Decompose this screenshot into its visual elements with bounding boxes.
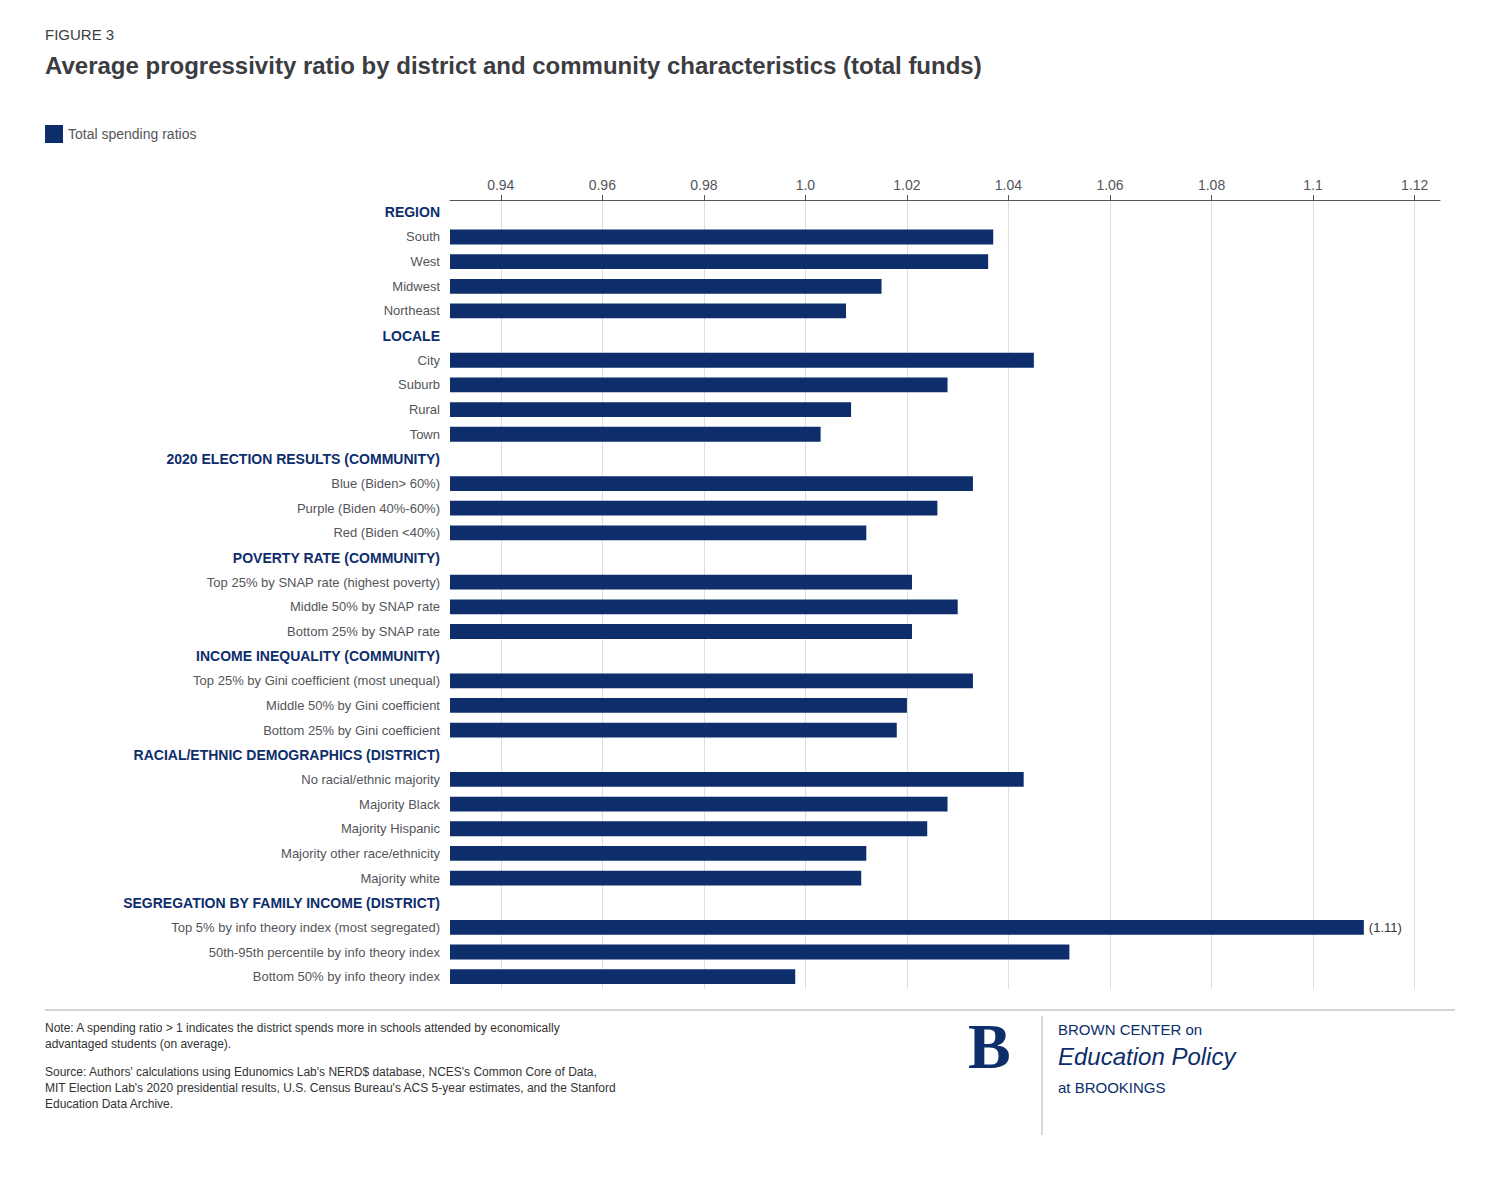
svg-text:1.1: 1.1	[1303, 177, 1323, 193]
svg-text:B: B	[968, 1011, 1011, 1082]
svg-text:0.94: 0.94	[487, 177, 514, 193]
svg-text:South: South	[406, 229, 440, 244]
svg-text:Education Data Archive.: Education Data Archive.	[45, 1097, 173, 1111]
svg-text:1.12: 1.12	[1401, 177, 1428, 193]
svg-text:West: West	[411, 254, 441, 269]
svg-text:1.08: 1.08	[1198, 177, 1225, 193]
svg-text:Rural: Rural	[409, 402, 440, 417]
svg-text:1.0: 1.0	[796, 177, 816, 193]
svg-text:No racial/ethnic majority: No racial/ethnic majority	[301, 772, 440, 787]
svg-text:Northeast: Northeast	[384, 303, 441, 318]
svg-text:Education Policy: Education Policy	[1058, 1043, 1237, 1070]
svg-text:Suburb: Suburb	[398, 377, 440, 392]
svg-text:2020 ELECTION RESULTS (COMMUNI: 2020 ELECTION RESULTS (COMMUNITY)	[166, 451, 440, 467]
svg-text:Purple (Biden 40%-60%): Purple (Biden 40%-60%)	[297, 501, 440, 516]
svg-text:at BROOKINGS: at BROOKINGS	[1058, 1079, 1166, 1096]
svg-text:Bottom 25% by SNAP rate: Bottom 25% by SNAP rate	[287, 624, 440, 639]
svg-text:Total spending ratios: Total spending ratios	[68, 126, 196, 142]
svg-text:SEGREGATION BY FAMILY INCOME (: SEGREGATION BY FAMILY INCOME (DISTRICT)	[123, 895, 440, 911]
svg-text:Source: Authors' calculations: Source: Authors' calculations using Edun…	[45, 1065, 597, 1079]
svg-text:POVERTY RATE (COMMUNITY): POVERTY RATE (COMMUNITY)	[233, 550, 440, 566]
svg-text:(1.11): (1.11)	[1369, 920, 1402, 935]
svg-text:REGION: REGION	[385, 204, 440, 220]
svg-text:Majority Hispanic: Majority Hispanic	[341, 821, 440, 836]
svg-text:0.98: 0.98	[690, 177, 717, 193]
svg-text:1.06: 1.06	[1096, 177, 1123, 193]
svg-text:1.02: 1.02	[893, 177, 920, 193]
svg-text:Blue (Biden> 60%): Blue (Biden> 60%)	[331, 476, 440, 491]
svg-text:Red (Biden <40%): Red (Biden <40%)	[333, 525, 440, 540]
svg-text:FIGURE 3: FIGURE 3	[45, 26, 114, 43]
svg-text:Middle 50% by Gini coefficient: Middle 50% by Gini coefficient	[266, 698, 440, 713]
svg-text:BROWN CENTER on: BROWN CENTER on	[1058, 1021, 1202, 1038]
svg-text:City: City	[418, 353, 441, 368]
svg-text:Majority Black: Majority Black	[359, 797, 440, 812]
svg-text:Midwest: Midwest	[392, 279, 440, 294]
svg-text:Bottom 50% by info theory inde: Bottom 50% by info theory index	[253, 969, 441, 984]
svg-text:MIT Election Lab's 2020 presid: MIT Election Lab's 2020 presidential res…	[45, 1081, 616, 1095]
svg-text:advantaged students (on averag: advantaged students (on average).	[45, 1037, 231, 1051]
svg-text:RACIAL/ETHNIC DEMOGRAPHICS (DI: RACIAL/ETHNIC DEMOGRAPHICS (DISTRICT)	[134, 747, 440, 763]
svg-text:Top 5% by info theory index (m: Top 5% by info theory index (most segreg…	[171, 920, 440, 935]
svg-text:Majority other race/ethnicity: Majority other race/ethnicity	[281, 846, 440, 861]
svg-text:0.96: 0.96	[589, 177, 616, 193]
svg-text:Top 25% by Gini coefficient (m: Top 25% by Gini coefficient (most unequa…	[193, 673, 440, 688]
svg-text:Top 25% by SNAP rate (highest: Top 25% by SNAP rate (highest poverty)	[207, 575, 440, 590]
svg-text:Bottom 25% by Gini coefficient: Bottom 25% by Gini coefficient	[263, 723, 440, 738]
svg-text:50th-95th percentile by info t: 50th-95th percentile by info theory inde…	[209, 945, 441, 960]
svg-text:LOCALE: LOCALE	[382, 328, 440, 344]
svg-text:Majority white: Majority white	[361, 871, 440, 886]
svg-text:INCOME INEQUALITY (COMMUNITY): INCOME INEQUALITY (COMMUNITY)	[196, 648, 440, 664]
svg-text:Note: A spending ratio > 1 ind: Note: A spending ratio > 1 indicates the…	[45, 1021, 560, 1035]
svg-text:Average progressivity ratio by: Average progressivity ratio by district …	[45, 52, 982, 79]
svg-text:Middle 50% by SNAP rate: Middle 50% by SNAP rate	[290, 599, 440, 614]
svg-text:1.04: 1.04	[995, 177, 1022, 193]
svg-text:Town: Town	[410, 427, 440, 442]
